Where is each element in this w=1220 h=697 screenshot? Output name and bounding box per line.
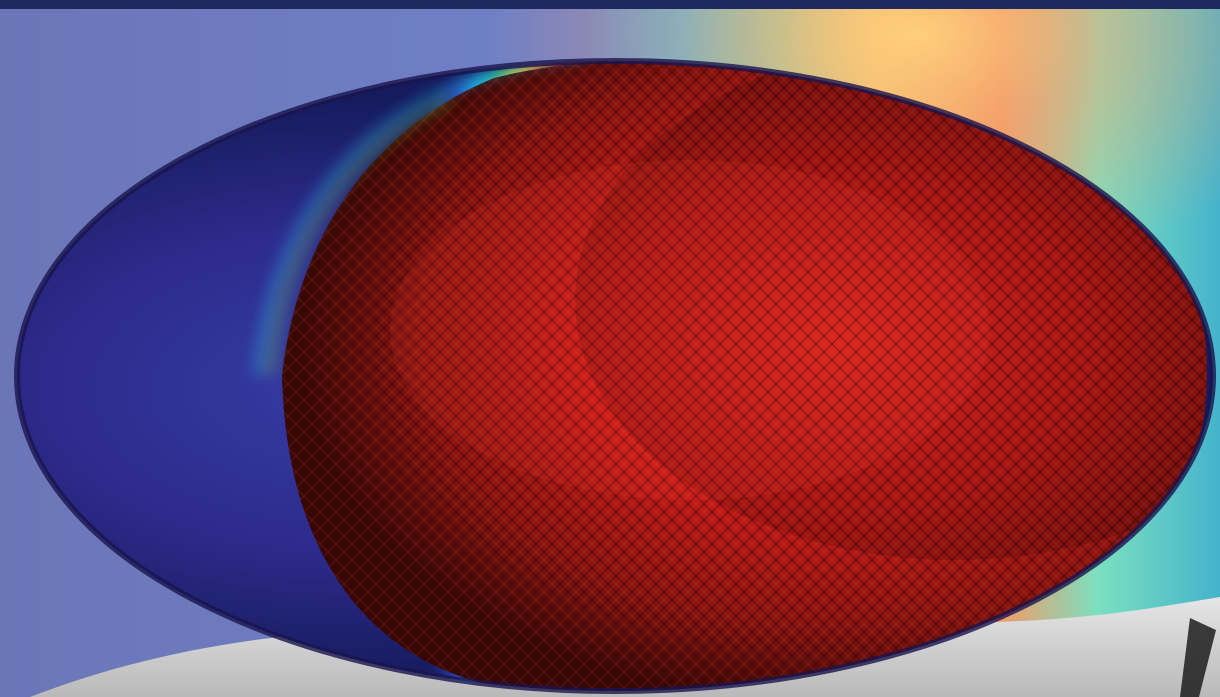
green-rim [266, 96, 452, 376]
ellipsoid-outline [14, 58, 1216, 694]
mesh-overlay [282, 61, 1207, 691]
surface-highlight [390, 160, 990, 500]
red-mesh-region [282, 61, 1207, 691]
bottom-right-shadow [1180, 618, 1216, 697]
top-band [0, 0, 1220, 9]
ellipsoid-body [17, 61, 1213, 691]
